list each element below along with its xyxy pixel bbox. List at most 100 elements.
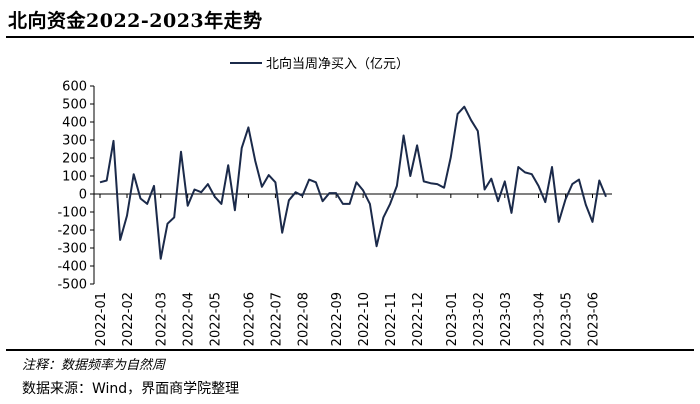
data-point — [342, 203, 344, 205]
data-point — [484, 189, 486, 191]
data-point — [538, 185, 540, 187]
data-point — [544, 201, 546, 203]
x-tick-label: 2023-06 — [587, 292, 602, 346]
chart-legend: 北向当周净买入（亿元） — [230, 56, 409, 72]
data-point — [133, 173, 135, 175]
data-point — [99, 181, 101, 183]
data-point — [146, 203, 148, 205]
x-tick-label: 2023-04 — [533, 292, 548, 346]
bottom-rule — [6, 349, 694, 351]
page-title: 北向资金2022-2023年走势 — [8, 10, 263, 32]
data-point — [382, 216, 384, 218]
y-tick-label: 400 — [62, 116, 87, 131]
data-point — [227, 164, 229, 166]
series-group — [99, 105, 607, 260]
chart-axes — [90, 85, 612, 285]
data-point — [194, 189, 196, 191]
x-tick-label: 2022-12 — [411, 292, 426, 346]
x-tick-label: 2022-07 — [269, 292, 284, 346]
data-point — [106, 180, 108, 182]
y-tick-label: 300 — [62, 134, 87, 149]
data-point — [450, 156, 452, 158]
y-tick-label: 600 — [62, 80, 87, 95]
data-point — [504, 180, 506, 182]
y-tick-label: -300 — [57, 242, 87, 257]
data-point — [126, 215, 128, 217]
data-point — [463, 106, 465, 108]
data-point — [592, 221, 594, 223]
y-tick-label: 100 — [62, 170, 87, 185]
data-point — [234, 209, 236, 211]
data-point — [281, 232, 283, 234]
data-point — [457, 113, 459, 115]
footnote: 注释：数据频率为自然周 — [22, 358, 166, 373]
x-tick-label: 2022-10 — [357, 292, 372, 346]
series-line — [99, 105, 607, 260]
legend-label: 北向当周净买入（亿元） — [266, 56, 409, 72]
data-point — [517, 166, 519, 168]
data-point — [220, 203, 222, 205]
data-point — [254, 160, 256, 162]
data-point — [308, 179, 310, 181]
x-tick-label: 2022-11 — [384, 292, 399, 346]
x-tick-label: 2023-03 — [499, 292, 514, 346]
data-point — [261, 186, 263, 188]
data-point — [396, 185, 398, 187]
data-point — [301, 195, 303, 197]
data-point — [423, 180, 425, 182]
data-point — [436, 183, 438, 185]
data-point — [322, 200, 324, 202]
data-point — [362, 189, 364, 191]
data-point — [376, 245, 378, 247]
data-source: 数据来源：Wind，界面商学院整理 — [22, 381, 240, 397]
data-point — [477, 130, 479, 132]
data-point — [153, 185, 155, 187]
data-point — [571, 183, 573, 185]
y-tick-label: 200 — [62, 152, 87, 167]
data-point — [470, 119, 472, 121]
data-point — [173, 216, 175, 218]
data-point — [369, 203, 371, 205]
data-point — [160, 258, 162, 260]
data-point — [490, 178, 492, 180]
data-point — [565, 198, 567, 200]
data-point — [585, 204, 587, 206]
data-point — [268, 174, 270, 176]
y-tick-label: 0 — [79, 188, 87, 203]
top-rule — [6, 36, 694, 38]
x-tick-label: 2023-01 — [445, 292, 460, 346]
y-tick-label: -200 — [57, 224, 87, 239]
data-point — [180, 151, 182, 153]
x-tick-label: 2022-06 — [242, 292, 257, 346]
data-point — [497, 200, 499, 202]
data-point — [328, 192, 330, 194]
data-point — [187, 205, 189, 207]
x-tick-label: 2023-05 — [560, 292, 575, 346]
x-tick-label: 2022-01 — [94, 292, 109, 346]
data-point — [416, 144, 418, 146]
data-point — [113, 140, 115, 142]
y-tick-label: -400 — [57, 260, 87, 275]
data-point — [140, 198, 142, 200]
data-point — [119, 239, 121, 241]
data-point — [578, 179, 580, 181]
data-point — [241, 147, 243, 149]
data-point — [443, 187, 445, 189]
data-point — [214, 196, 216, 198]
data-point — [389, 203, 391, 205]
data-point — [247, 126, 249, 128]
data-point — [315, 181, 317, 183]
data-point — [524, 171, 526, 173]
data-point — [403, 135, 405, 137]
y-tick-label: 500 — [62, 98, 87, 113]
data-point — [274, 181, 276, 183]
x-tick-label: 2022-04 — [182, 292, 197, 346]
data-point — [167, 223, 169, 225]
data-point — [598, 180, 600, 182]
data-point — [349, 203, 351, 205]
data-point — [355, 181, 357, 183]
data-point — [288, 199, 290, 201]
data-point — [409, 175, 411, 177]
y-tick-label: -500 — [57, 278, 87, 293]
x-tick-label: 2022-02 — [121, 292, 136, 346]
